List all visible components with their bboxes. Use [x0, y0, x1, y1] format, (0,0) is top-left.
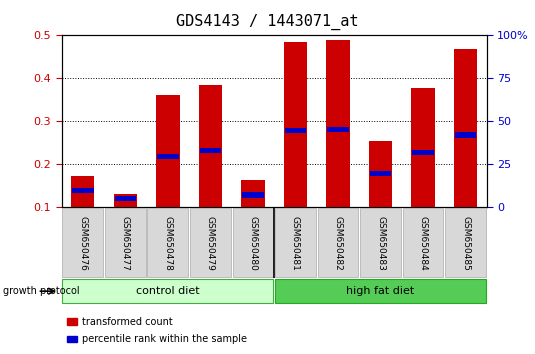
FancyBboxPatch shape	[105, 208, 146, 277]
Bar	[242, 193, 264, 198]
FancyBboxPatch shape	[360, 208, 401, 277]
Text: transformed count: transformed count	[82, 317, 173, 327]
FancyBboxPatch shape	[445, 208, 486, 277]
Bar	[71, 176, 95, 207]
Bar	[156, 95, 180, 207]
Bar	[411, 88, 435, 207]
FancyBboxPatch shape	[403, 208, 444, 277]
FancyBboxPatch shape	[63, 279, 273, 303]
Text: GSM650484: GSM650484	[418, 216, 427, 270]
Bar	[370, 171, 391, 176]
FancyBboxPatch shape	[233, 208, 273, 277]
Bar	[200, 148, 221, 153]
Text: control diet: control diet	[136, 286, 200, 296]
Text: GDS4143 / 1443071_at: GDS4143 / 1443071_at	[176, 14, 359, 30]
Text: percentile rank within the sample: percentile rank within the sample	[82, 334, 247, 344]
Bar	[284, 42, 307, 207]
Bar	[326, 40, 350, 207]
Text: growth protocol: growth protocol	[3, 286, 79, 296]
Bar	[241, 180, 265, 207]
FancyBboxPatch shape	[275, 208, 316, 277]
Bar	[369, 141, 392, 207]
Text: GSM650479: GSM650479	[206, 216, 215, 270]
FancyBboxPatch shape	[275, 279, 486, 303]
Bar	[67, 318, 77, 325]
Bar	[114, 196, 136, 201]
Text: GSM650478: GSM650478	[163, 216, 172, 270]
Text: high fat diet: high fat diet	[346, 286, 415, 296]
Bar	[412, 150, 434, 155]
FancyBboxPatch shape	[190, 208, 231, 277]
Text: GSM650482: GSM650482	[333, 216, 342, 270]
Text: GSM650481: GSM650481	[291, 216, 300, 270]
Text: GSM650477: GSM650477	[121, 216, 130, 270]
FancyBboxPatch shape	[63, 208, 103, 277]
Text: GSM650476: GSM650476	[78, 216, 87, 270]
FancyBboxPatch shape	[318, 208, 358, 277]
Bar	[455, 132, 476, 138]
Bar	[67, 336, 77, 342]
Bar	[285, 128, 306, 133]
Bar	[157, 154, 179, 159]
Text: GSM650483: GSM650483	[376, 216, 385, 270]
Bar	[327, 127, 349, 132]
Text: GSM650480: GSM650480	[248, 216, 257, 270]
Bar	[198, 85, 222, 207]
Bar	[113, 194, 137, 207]
Text: GSM650485: GSM650485	[461, 216, 470, 270]
FancyBboxPatch shape	[148, 208, 188, 277]
Bar	[454, 49, 477, 207]
Bar	[72, 188, 94, 193]
